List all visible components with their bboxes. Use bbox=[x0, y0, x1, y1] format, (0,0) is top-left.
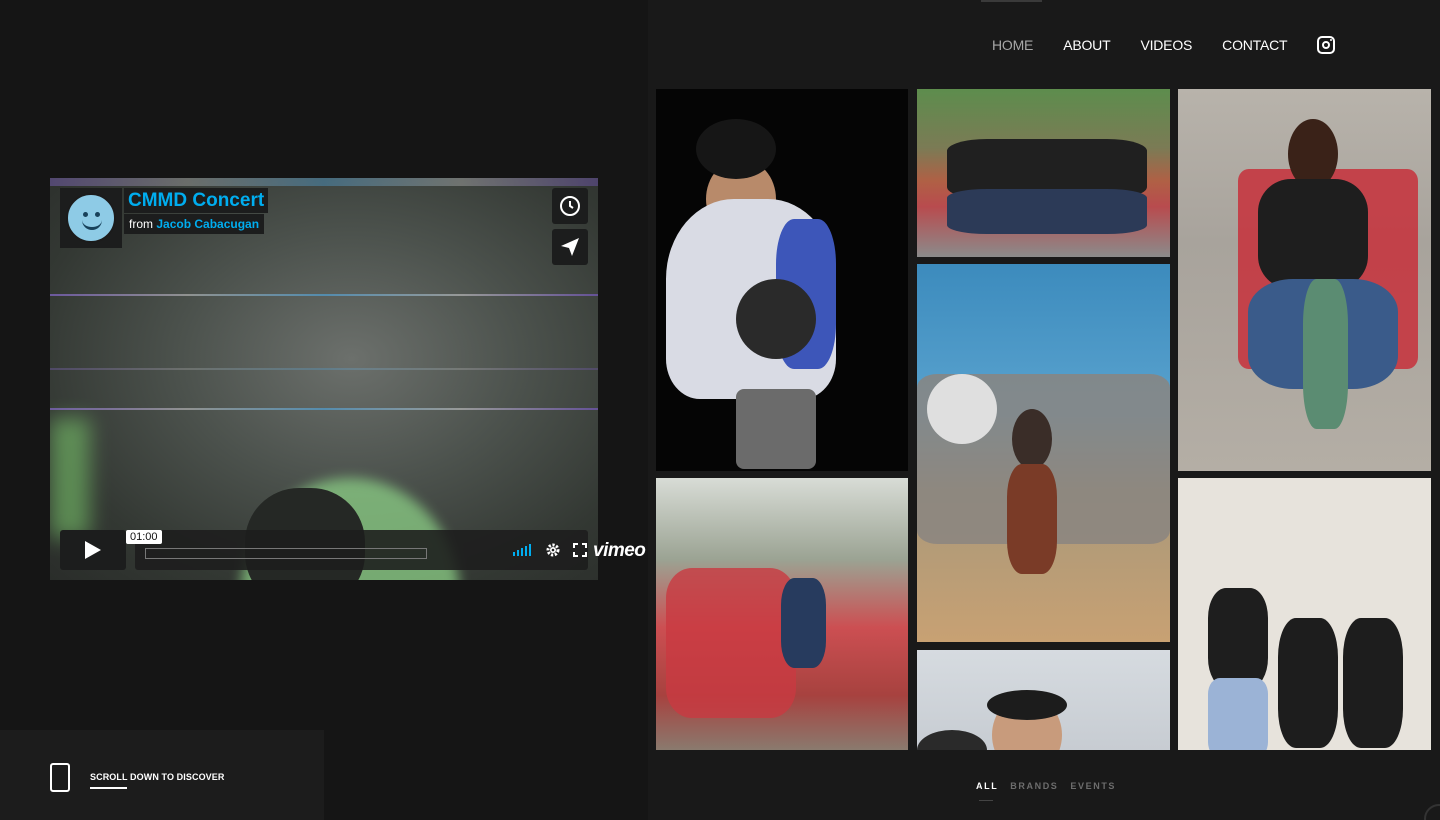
video-author-link[interactable]: Jacob Cabacugan bbox=[156, 217, 260, 231]
watch-later-button[interactable] bbox=[552, 188, 588, 224]
time-tooltip: 01:00 bbox=[126, 530, 162, 544]
play-icon bbox=[85, 541, 101, 559]
video-glitch-line bbox=[50, 294, 598, 296]
main-nav: HOME ABOUT VIDEOS CONTACT bbox=[992, 36, 1336, 54]
photo-group-bench[interactable] bbox=[917, 89, 1170, 257]
phone-icon bbox=[50, 763, 70, 792]
video-title[interactable]: CMMD Concert bbox=[124, 188, 269, 213]
fullscreen-icon[interactable] bbox=[573, 543, 587, 557]
nav-videos[interactable]: VIDEOS bbox=[1140, 37, 1193, 53]
video-header: CMMD Concert from Jacob Cabacugan bbox=[60, 188, 269, 248]
paper-plane-icon bbox=[561, 238, 579, 256]
progress-bar[interactable] bbox=[145, 548, 427, 559]
gallery-filters: ALL BRANDS EVENTS bbox=[976, 781, 1128, 791]
video-frame-glow bbox=[50, 418, 90, 538]
photo-portrait-white-backdrop[interactable] bbox=[917, 650, 1170, 750]
photo-trio-white-backdrop[interactable] bbox=[1178, 478, 1431, 750]
gear-icon[interactable] bbox=[545, 542, 561, 558]
photo-portrait-varsity-jacket[interactable] bbox=[656, 89, 908, 471]
photo-greenhouse-red-flowers[interactable] bbox=[656, 478, 908, 750]
nav-home[interactable]: HOME bbox=[992, 37, 1034, 53]
video-byline: from Jacob Cabacugan bbox=[124, 214, 265, 234]
author-avatar[interactable] bbox=[60, 188, 122, 248]
vimeo-logo[interactable]: vimeo bbox=[593, 540, 646, 561]
nav-about[interactable]: ABOUT bbox=[1063, 37, 1111, 53]
scroll-hint-label: SCROLL DOWN TO DISCOVER bbox=[90, 772, 225, 782]
corner-circle-icon[interactable] bbox=[1424, 804, 1440, 820]
play-button[interactable] bbox=[60, 530, 126, 570]
smiley-avatar-icon bbox=[66, 193, 116, 243]
photo-skateboarder-red-bench[interactable] bbox=[1178, 89, 1431, 471]
control-bar: vimeo bbox=[135, 530, 646, 570]
scroll-hint-underline bbox=[90, 787, 127, 789]
instagram-icon[interactable] bbox=[1317, 36, 1336, 54]
top-indicator bbox=[981, 0, 1042, 2]
share-button[interactable] bbox=[552, 229, 588, 265]
nav-contact[interactable]: CONTACT bbox=[1222, 37, 1288, 53]
from-label: from bbox=[129, 217, 153, 231]
scroll-hint: SCROLL DOWN TO DISCOVER bbox=[0, 730, 324, 820]
video-glitch-line bbox=[50, 408, 598, 410]
filter-events[interactable]: EVENTS bbox=[1070, 781, 1117, 791]
video-glitch-line bbox=[50, 368, 598, 370]
clock-icon bbox=[560, 196, 580, 216]
video-controls: vimeo 01:00 bbox=[60, 530, 646, 570]
photo-junkyard-tv-pile[interactable] bbox=[917, 264, 1170, 642]
volume-icon[interactable] bbox=[513, 544, 531, 556]
filter-brands[interactable]: BRANDS bbox=[1010, 781, 1059, 791]
filter-all[interactable]: ALL bbox=[976, 781, 999, 791]
video-glitch-line bbox=[50, 178, 598, 186]
filter-active-underline bbox=[979, 800, 993, 801]
